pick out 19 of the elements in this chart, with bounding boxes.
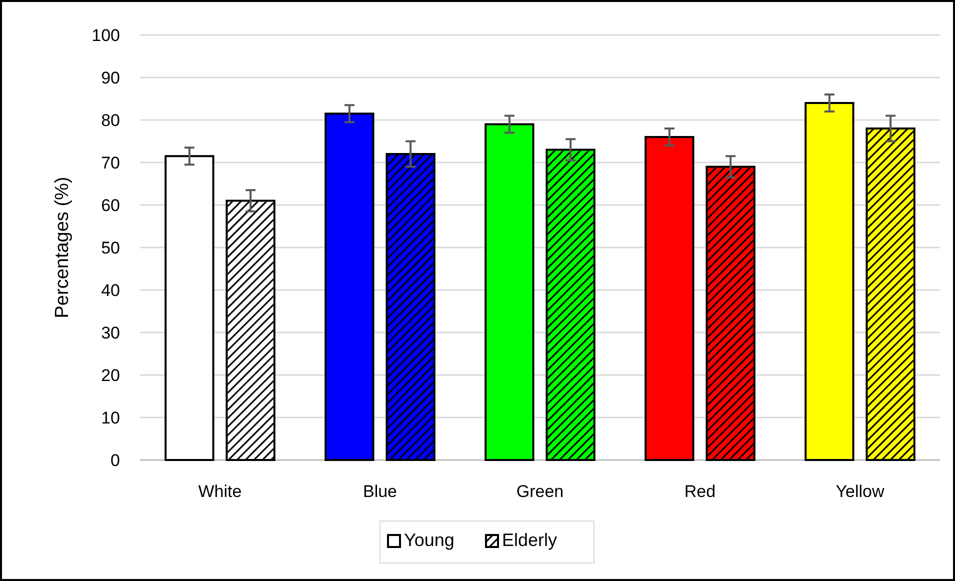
x-tick-label: Yellow [836,482,885,501]
y-tick-label: 80 [101,110,120,130]
y-axis-title: Percentages (%) [52,176,73,318]
y-tick-label: 0 [110,450,120,470]
y-tick-label: 20 [101,366,120,385]
y-tick-label: 30 [101,323,120,342]
x-tick-label: Green [516,482,564,501]
y-tick-label: 50 [101,238,120,258]
y-tick-label: 10 [101,408,120,428]
legend-label: Young [404,530,454,550]
y-tick-label: 70 [101,153,120,172]
x-tick-label: White [198,482,242,501]
y-tick-label: 40 [101,280,120,300]
x-tick-label: Blue [362,482,398,501]
y-tick-label: 100 [92,26,120,45]
y-tick-label: 60 [101,196,120,215]
legend-label: Elderly [502,530,558,550]
y-tick-label: 90 [101,68,120,88]
x-tick-label: Red [684,482,716,501]
